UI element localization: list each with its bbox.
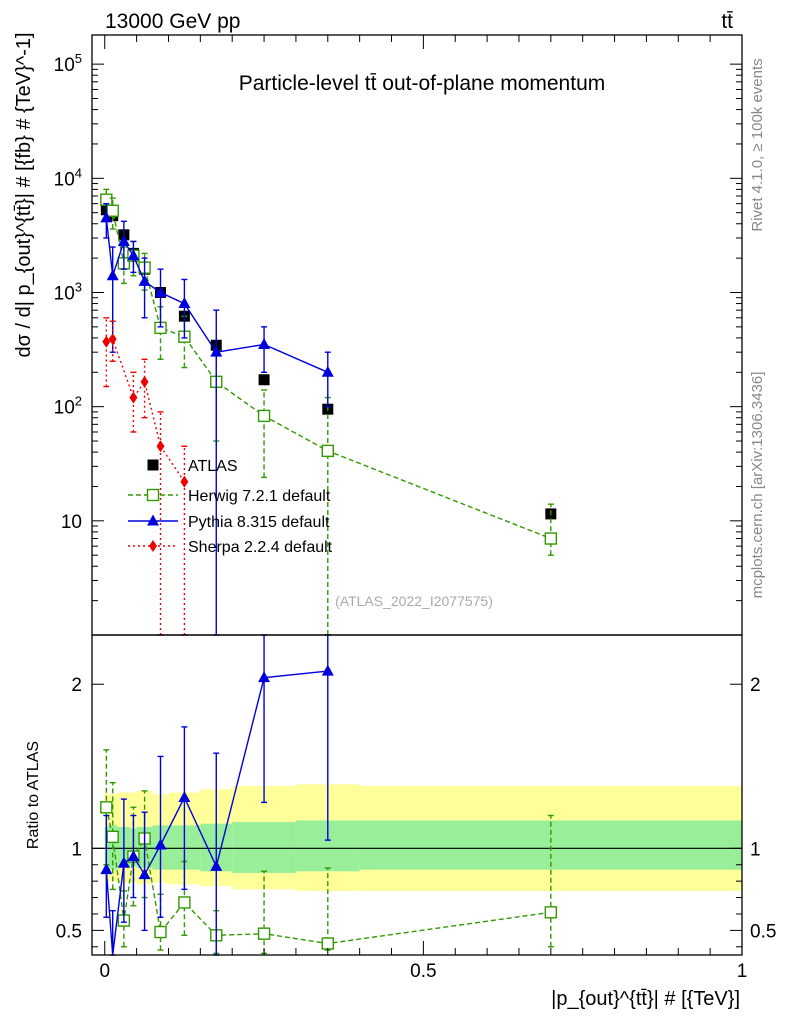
legend-marker-atlas: [147, 459, 159, 471]
legend: ATLAS Herwig 7.2.1 default Pythia 8.315 de…: [128, 458, 333, 556]
pythia-point: [106, 269, 119, 281]
legend-label-atlas: ATLAS: [188, 458, 238, 475]
sherpa-point: [129, 391, 138, 404]
ratio-pythia-point: [210, 859, 223, 871]
ratio-pythia-point: [100, 863, 113, 875]
legend-label-sherpa: Sherpa 2.2.4 default: [188, 539, 333, 556]
sherpa-point: [140, 375, 149, 388]
ratio-ytick-label: 1: [71, 839, 82, 860]
uncertainty-band-inner: [232, 822, 296, 873]
pythia-point: [100, 211, 113, 223]
ratio-herwig-point: [544, 906, 558, 919]
main-ytick-label: 105: [54, 51, 82, 76]
atlas-point: [258, 374, 270, 386]
ratio-ytick-label-right: 0.5: [750, 921, 776, 942]
ratio-pythia-point: [154, 838, 167, 850]
ratio-herwig-line: [105, 807, 551, 945]
ratio-pythia-point: [117, 856, 130, 868]
ratio-herwig-point: [106, 830, 119, 844]
legend-marker-sherpa: [149, 540, 157, 552]
main-ytick-label: 103: [54, 279, 82, 304]
main-title: Particle-level tt̄ out-of-plane momentum: [239, 72, 606, 95]
ratio-pythia-point: [127, 850, 140, 862]
ratio-herwig-point: [257, 927, 271, 940]
main-panel: 10 102 103 104 105 Particle-level tt̄ out-of…: [13, 32, 743, 636]
rivet-label: Rivet 4.1.0, ≥ 100k events: [749, 58, 766, 231]
pythia-point: [127, 249, 140, 261]
process-label: tt̄: [721, 10, 733, 33]
pythia-point: [210, 345, 223, 357]
pythia-line: [105, 217, 329, 373]
ratio-herwig-point: [154, 925, 167, 939]
ratio-pythia-point: [321, 664, 334, 676]
herwig-point: [106, 204, 119, 217]
sherpa-point: [108, 333, 117, 346]
legend-label-pythia: Pythia 8.315 default: [188, 514, 330, 531]
legend-marker-pythia: [147, 514, 159, 526]
ratio-herwig-point: [178, 896, 191, 909]
analysis-tag: (ATLAS_2022_I2077575): [335, 593, 493, 609]
pythia-point: [321, 365, 334, 377]
ratio-xtick-label: 0: [99, 961, 110, 982]
ratio-ytick-label-right: 2: [750, 675, 761, 696]
herwig-point: [544, 532, 558, 545]
pythia-point: [178, 297, 191, 309]
ratio-panel: 0.5 0.51 12 20 0.5 1 Ratio to ATLAS |p_{out}^…: [25, 35, 776, 1010]
ratio-ytick-label: 0.5: [56, 921, 82, 942]
sherpa-point: [180, 475, 189, 488]
ratio-pythia-point: [178, 790, 191, 802]
mcplots-label: mcplots.cern.ch [arXiv:1306.3436]: [749, 372, 766, 599]
ratio-herwig-point: [100, 801, 113, 814]
legend-label-herwig: Herwig 7.2.1 default: [188, 488, 331, 505]
sherpa-point: [156, 440, 165, 453]
ratio-ytick-label-right: 1: [750, 839, 761, 860]
ratio-herwig-point: [321, 937, 334, 950]
herwig-point: [257, 409, 271, 423]
pythia-point: [154, 285, 167, 297]
pythia-point: [138, 274, 151, 286]
main-ylabel: dσ / d| p_{out}^{tt̄}| # [{fb} # {TeV}^-…: [13, 32, 35, 357]
main-ytick-label: 102: [54, 394, 82, 419]
main-ytick-label: 104: [54, 165, 82, 190]
ratio-ytick-label: 2: [71, 675, 82, 696]
ratio-ylabel: Ratio to ATLAS: [25, 741, 42, 849]
pythia-point: [117, 234, 130, 246]
energy-label: 13000 GeV pp: [105, 10, 240, 33]
sherpa-point: [102, 335, 111, 348]
ratio-pythia-line: [105, 670, 328, 956]
ratio-xtick-label: 0.5: [410, 961, 436, 982]
ratio-pythia-point: [258, 671, 271, 683]
herwig-point: [321, 444, 334, 458]
sherpa-line: [106, 338, 185, 483]
main-ytick-label: 10: [61, 512, 82, 533]
uncertainty-band-inner: [359, 820, 742, 870]
ratio-xlabel: |p_{out}^{tt̄}| # [{TeV}]: [551, 988, 740, 1010]
ratio-xtick-label: 1: [737, 961, 748, 982]
ratio-frame: [91, 634, 743, 956]
legend-marker-herwig: [146, 488, 160, 502]
ratio-pythia-point: [138, 868, 151, 880]
pythia-point: [258, 338, 271, 350]
